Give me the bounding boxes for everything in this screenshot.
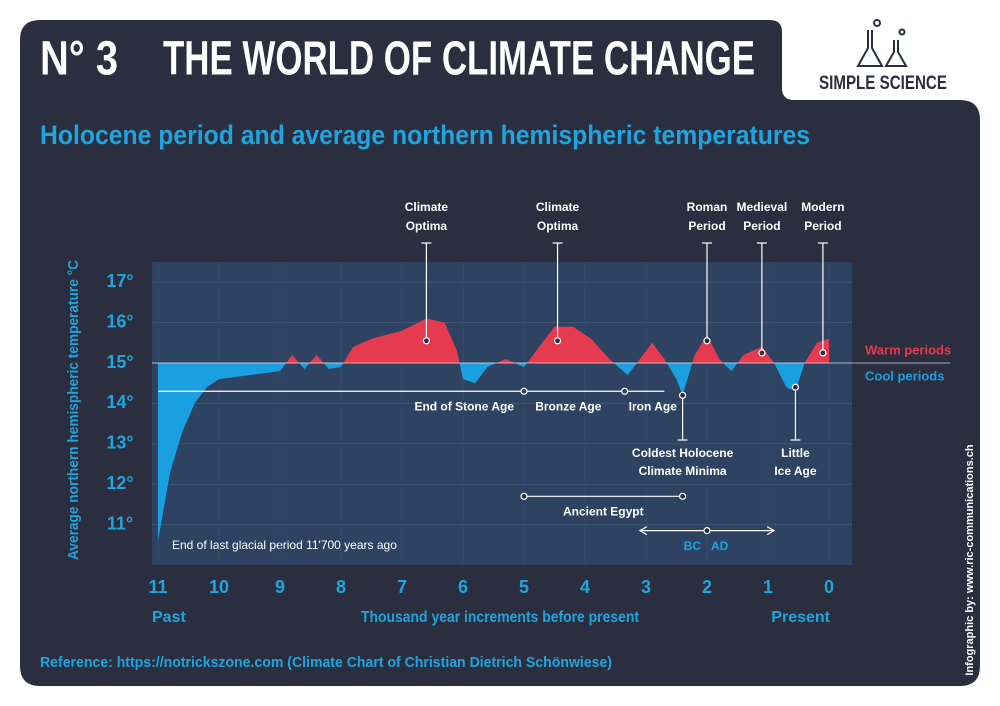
x-tick-label: 6 <box>458 577 468 597</box>
annotation-label: Climate <box>536 200 580 214</box>
issue-number: N° 3 <box>40 33 118 86</box>
x-tick-label: 9 <box>275 577 285 597</box>
header-title: THE WORLD OF CLIMATE CHANGE <box>163 33 755 86</box>
annotation-label: Ice Age <box>774 464 817 478</box>
annotation-label: Period <box>743 219 780 233</box>
legend-label: Warm periods <box>865 342 951 357</box>
annotation-point <box>703 337 711 345</box>
era-label: Iron Age <box>629 399 678 413</box>
x-tick-label: 11 <box>148 577 167 597</box>
present-label: Present <box>771 609 830 626</box>
glacial-note: End of last glacial period 11'700 years … <box>172 538 397 552</box>
plot-area <box>152 262 852 565</box>
x-tick-label: 3 <box>641 577 651 597</box>
past-label: Past <box>152 609 186 626</box>
annotation-label: Medieval <box>737 200 788 214</box>
era-label: Bronze Age <box>535 399 602 413</box>
y-axis-label: Average northern hemispheric temperature… <box>65 260 82 560</box>
annotation-point <box>791 383 800 391</box>
annotation-label: Modern <box>801 200 844 214</box>
y-tick-label: 12° <box>106 473 133 493</box>
x-tick-label: 2 <box>702 577 712 597</box>
y-tick-label: 14° <box>106 392 133 412</box>
legend-label: Cool periods <box>865 368 944 383</box>
x-tick-label: 4 <box>580 577 590 597</box>
bubble <box>873 19 881 27</box>
logo-icon <box>856 19 908 67</box>
annotation-label: Optima <box>406 219 448 233</box>
x-tick-label: 0 <box>824 577 834 597</box>
flask <box>884 40 908 67</box>
x-tick-label: 1 <box>763 577 773 597</box>
annotation-point <box>553 337 562 345</box>
y-tick-label: 16° <box>106 311 133 331</box>
flask <box>856 30 884 67</box>
egypt-end <box>678 492 687 500</box>
chart-title: Holocene period and average northern hem… <box>40 120 810 150</box>
y-tick-label: 13° <box>106 433 133 453</box>
x-tick-label: 5 <box>519 577 529 597</box>
x-tick-label: 8 <box>336 577 346 597</box>
annotation-point <box>422 337 430 345</box>
y-tick-label: 15° <box>106 352 133 372</box>
x-axis-label: Thousand year increments before present <box>361 609 640 626</box>
annotation-label: Roman <box>687 200 728 214</box>
arrow-head <box>766 526 776 536</box>
era-split-label: BC <box>684 539 702 553</box>
era-label: End of Stone Age <box>414 399 514 413</box>
era-split-point <box>703 527 711 535</box>
egypt-label: Ancient Egypt <box>563 504 644 518</box>
annotation-label: Climate Minima <box>639 464 727 478</box>
x-tick-label: 10 <box>209 577 229 597</box>
brand: SIMPLE SCIENCE <box>819 73 947 94</box>
bubble <box>898 28 906 36</box>
era-stop <box>621 387 629 395</box>
annotation-point <box>678 391 687 399</box>
annotation-label: Coldest Holocene <box>632 446 734 460</box>
annotation-label: Period <box>688 219 725 233</box>
x-tick-label: 7 <box>397 577 407 597</box>
annotation-label: Period <box>804 219 841 233</box>
y-tick-label: 11° <box>107 513 133 533</box>
annotation-label: Little <box>781 446 810 460</box>
annotation-point <box>758 349 766 357</box>
annotation-label: Optima <box>537 219 579 233</box>
annotation-point <box>819 349 827 357</box>
credit: Infographic by: www.ric-communications.c… <box>964 444 976 676</box>
reference: Reference: https://notrickszone.com (Cli… <box>40 654 612 671</box>
egypt-end <box>520 492 528 500</box>
arrow-head <box>638 526 648 536</box>
y-tick-label: 17° <box>106 271 133 291</box>
annotation-label: Climate <box>405 200 449 214</box>
era-stop <box>520 387 528 395</box>
era-split-label: AD <box>711 539 729 553</box>
